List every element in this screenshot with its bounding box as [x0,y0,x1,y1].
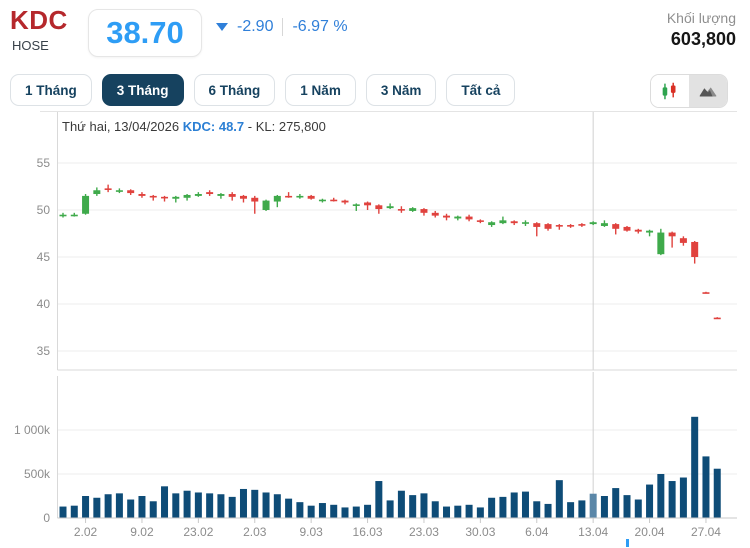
svg-text:500k: 500k [24,467,51,481]
change-percent: -6.97 % [292,18,348,35]
exchange-label: HOSE [12,38,49,53]
svg-text:45: 45 [37,250,51,264]
tooltip-price: KDC: 48.7 [182,119,245,134]
candlestick-view-button[interactable] [651,75,689,107]
change-divider [282,18,284,36]
axis-cursor-tick [626,539,629,547]
svg-text:9.02: 9.02 [130,525,154,539]
svg-text:6.04: 6.04 [525,525,549,539]
tooltip-date: Thứ hai, 13/04/2026 [62,119,183,134]
volume-bar-chart[interactable]: 1 000k 500k 0 2.02 9.02 23.02 2.03 9.03 16.03 23.… [0,372,750,548]
current-price-box: 38.70 [88,9,202,57]
range-tab-3-years[interactable]: 3 Năm [365,74,437,106]
svg-text:27.04: 27.04 [691,525,721,539]
svg-text:1 000k: 1 000k [14,423,51,437]
range-tab-3-months[interactable]: 3 Tháng [101,74,184,106]
current-price: 38.70 [106,15,184,50]
svg-text:0: 0 [43,511,50,525]
volume-label: Khối lượng [666,10,736,26]
svg-text:13.04: 13.04 [578,525,608,539]
price-candlestick-chart[interactable]: 55 50 45 40 35 [0,110,750,372]
svg-text:20.04: 20.04 [635,525,665,539]
svg-text:50: 50 [37,203,51,217]
candlestick-icon [662,82,676,100]
svg-text:35: 35 [37,344,51,358]
svg-text:23.03: 23.03 [409,525,439,539]
svg-text:16.03: 16.03 [353,525,383,539]
range-tab-all[interactable]: Tất cả [446,74,516,106]
chart-tooltip: Thứ hai, 13/04/2026 KDC: 48.7 - KL: 275,… [62,119,326,134]
svg-text:2.02: 2.02 [74,525,98,539]
mountain-area-icon [699,87,717,97]
header-volume-block: Khối lượng 603,800 [667,10,736,50]
range-tab-1-month[interactable]: 1 Tháng [10,74,92,106]
ticker-symbol: KDC [10,5,68,35]
range-tabs: 1 Tháng 3 Tháng 6 Tháng 1 Năm 3 Năm Tất … [10,74,516,106]
svg-text:23.02: 23.02 [183,525,213,539]
down-triangle-icon [216,23,228,31]
svg-text:9.03: 9.03 [299,525,323,539]
price-change-row: -2.90 -6.97 % [216,18,348,36]
svg-text:2.03: 2.03 [243,525,267,539]
tooltip-volume: - KL: 275,800 [244,119,326,134]
change-value: -2.90 [237,18,274,35]
svg-text:55: 55 [37,156,51,170]
range-tab-6-months[interactable]: 6 Tháng [193,74,276,106]
range-tab-1-year[interactable]: 1 Năm [285,74,356,106]
svg-text:40: 40 [37,297,51,311]
volume-value: 603,800 [670,29,736,49]
svg-text:30.03: 30.03 [465,525,495,539]
area-view-button[interactable] [689,75,727,107]
chart-type-toggle [650,74,728,108]
